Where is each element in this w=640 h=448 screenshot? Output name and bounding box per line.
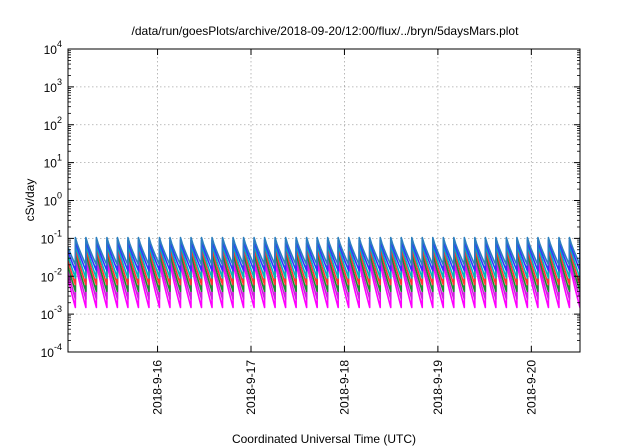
y-tick-label: 104 bbox=[44, 39, 62, 57]
x-tick-label: 2018-9-16 bbox=[151, 360, 165, 415]
y-tick-label: 10-2 bbox=[41, 266, 62, 284]
series-line-6 bbox=[68, 239, 580, 272]
grid-layer bbox=[68, 49, 580, 352]
y-tick-label: 100 bbox=[44, 191, 62, 209]
y-tick-label: 101 bbox=[44, 153, 62, 171]
x-tick-label: 2018-9-18 bbox=[337, 360, 351, 415]
y-tick-label: 103 bbox=[44, 77, 62, 95]
axis-layer: 10-4 10-3 10-2 10-1 100 101 102 103 104 2018-9-16… bbox=[41, 39, 581, 415]
plot-frame bbox=[67, 48, 581, 353]
series-line-4 bbox=[68, 245, 580, 286]
series-line-2 bbox=[68, 254, 580, 300]
x-tick-label: 2018-9-17 bbox=[244, 360, 258, 415]
series-line-3 bbox=[68, 250, 580, 293]
x-tick-label: 2018-9-20 bbox=[524, 360, 538, 415]
series-line-5 bbox=[68, 242, 580, 279]
y-tick-label: 10-1 bbox=[41, 228, 62, 246]
series-layer bbox=[68, 236, 580, 309]
y-axis-label: cSv/day bbox=[23, 179, 37, 222]
series-line-7 bbox=[68, 236, 580, 266]
y-tick-label: 102 bbox=[44, 115, 62, 133]
y-tick-label: 10-4 bbox=[41, 342, 62, 360]
x-tick-label: 2018-9-19 bbox=[431, 360, 445, 415]
series-line-1 bbox=[68, 260, 580, 309]
x-axis-label: Coordinated Universal Time (UTC) bbox=[232, 432, 416, 446]
y-tick-label: 10-3 bbox=[41, 304, 62, 322]
chart-title: /data/run/goesPlots/archive/2018-09-20/1… bbox=[132, 24, 520, 38]
